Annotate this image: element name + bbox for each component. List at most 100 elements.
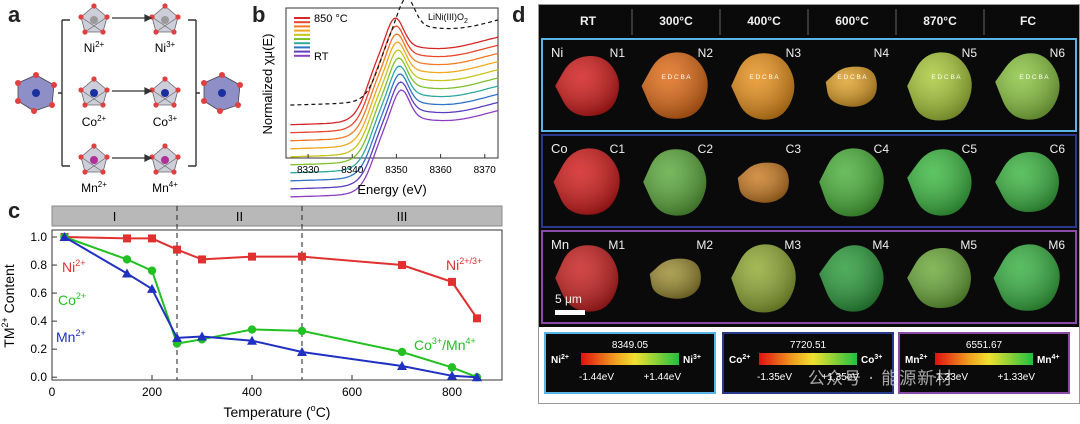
particle-label: N6 [1050, 46, 1066, 60]
depth-ticks-label: E D C B A [661, 74, 691, 81]
ni2-annotation: Ni2+ [62, 258, 86, 275]
colorbar-gradient [935, 353, 1033, 365]
xanes-x-tick-label: 8350 [385, 165, 408, 176]
xanes-spectrum-line [290, 41, 499, 150]
tm-axis-ticks: 0 200 400 600 800 0.0 0.2 0.4 0.6 0.8 1.0 [30, 230, 462, 399]
particle-shading [731, 53, 795, 120]
colorbar-right-ion: Ni3+ [683, 354, 701, 366]
tm-series-line [64, 236, 478, 379]
tomography-rows: N1 N2 N3 N4 N5 N6 Ni C1 C2 C3 C4 C5 C6 Co M1 M2 M3 M4 M5 M6… [541, 38, 1077, 324]
tm-x-tick-label: 800 [442, 385, 462, 399]
xanes-x-ticks: 8330 8340 8350 8360 8370 [297, 154, 496, 176]
tm-point [198, 255, 206, 264]
start-octahedron-icon [15, 72, 57, 114]
xanes-chart: 8330 8340 8350 8360 8370 850 °C RT LiNi(III)… [260, 0, 499, 198]
depth-ticks-label: E D C B A [1019, 74, 1049, 81]
region-bar-background [51, 205, 503, 227]
xanes-spectrum-line [290, 65, 499, 174]
xanes-x-tick-label: 8330 [297, 165, 320, 176]
xanes-spectrum-line [290, 57, 499, 166]
particle-shading [995, 151, 1059, 213]
colorbar-value: 6551.67 [966, 340, 1003, 351]
tm-point [122, 268, 132, 278]
particle-label: N3 [786, 46, 802, 60]
tm-y-tick-label: 0.0 [30, 370, 47, 384]
colorbar-left-ion: Co2+ [729, 354, 750, 366]
element-label: Mn [551, 237, 569, 252]
particle-label: M6 [1048, 238, 1065, 252]
tm-point [147, 266, 157, 275]
tm-point [447, 370, 457, 380]
element-label: Ni [551, 45, 563, 60]
panel-d-letter: d [512, 2, 526, 27]
panel-c-letter: c [8, 198, 21, 223]
xanes-spectrum-line [290, 33, 499, 142]
mn4-label: Mn4+ [152, 180, 178, 195]
xanes-series-group [290, 0, 499, 198]
tm-y-tick-label: 0.8 [30, 258, 47, 272]
colorbar-right-ion: Co3+ [861, 354, 882, 366]
co2-annotation: Co2+ [58, 291, 86, 308]
tm-point [172, 332, 182, 342]
tm-point [247, 335, 257, 345]
particle-shading [825, 66, 877, 107]
xanes-spectrum-line [290, 25, 499, 134]
ni2-label: Ni2+ [84, 40, 105, 55]
particle-label: M3 [784, 238, 801, 252]
watermark-text: 公众号 · 能源新材 [808, 369, 954, 389]
temperature-header: 600°C [835, 14, 869, 28]
particle-shading [641, 52, 708, 119]
particle-label: C2 [698, 142, 714, 156]
mn2-label: Mn2+ [81, 180, 107, 195]
tomography-grid: RT 300°C 400°C 600°C 870°C FC N1 N2 N3 N4 N5 N6 Ni C… [539, 9, 1079, 403]
colorbar-max: +1.44eV [643, 372, 681, 383]
particle-shading [555, 55, 619, 117]
particle-shading [993, 244, 1060, 311]
colorbar-right-ion: Mn4+ [1037, 354, 1059, 366]
co3-octahedron-icon [148, 75, 182, 109]
tomography-panel: RT 300°C 400°C 600°C 870°C FC N1 N2 N3 N4 N5 N6 Ni C… [538, 4, 1080, 404]
tm-point [122, 255, 132, 264]
tm-point [398, 261, 406, 270]
region-dividers [176, 206, 303, 380]
mn4-octahedron-icon [148, 142, 182, 176]
particle-shading [643, 149, 707, 216]
xanes-reference-label: LiNi(III)O2 [428, 12, 468, 25]
colorbar-value: 7720.51 [790, 340, 827, 351]
particle-shading [819, 148, 884, 217]
temperature-header: 300°C [659, 14, 693, 28]
tm-y-tick-label: 0.4 [30, 314, 47, 328]
xanes-x-tick-label: 8340 [341, 165, 364, 176]
tm-point [247, 325, 257, 334]
particle-shading [649, 258, 701, 299]
tm-series-line [64, 236, 478, 319]
tm-point [297, 346, 307, 356]
xanes-spectrum-line [290, 73, 499, 182]
particle-shading [907, 149, 972, 216]
tm-point [448, 277, 456, 286]
tm-point [447, 363, 457, 372]
tm-x-tick-label: 400 [242, 385, 262, 399]
colorbar-max: +1.33eV [997, 372, 1035, 383]
tm-point [297, 326, 307, 336]
particle-label: N1 [610, 46, 626, 60]
co3-mn4-annotation: Co3+/Mn4+ [414, 336, 476, 353]
tm-point [298, 252, 306, 261]
xanes-spectrum-line [290, 17, 499, 126]
co2-octahedron-icon [77, 75, 111, 109]
co2-label: Co2+ [82, 114, 107, 129]
tm-point [248, 252, 256, 261]
ni23-annotation: Ni2+/3+ [446, 256, 482, 273]
tm-x-axis-label: Temperature (oC) [224, 403, 331, 420]
co3-label: Co3+ [153, 114, 178, 129]
xanes-legend-top: 850 °C [314, 13, 348, 25]
tm-point [147, 283, 157, 293]
xanes-y-axis-label: Normalized χμ(E) [260, 34, 275, 135]
xanes-plot-frame [285, 7, 499, 159]
particle-label: N4 [874, 46, 890, 60]
temperature-header: RT [580, 14, 597, 28]
xanes-spectrum-line [290, 89, 499, 198]
element-label: Co [551, 141, 568, 156]
particle-label: N2 [698, 46, 714, 60]
